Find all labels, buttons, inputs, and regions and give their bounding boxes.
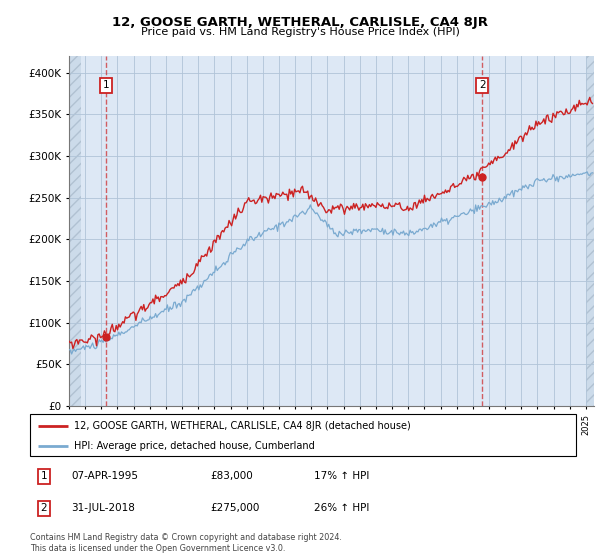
Text: 17% ↑ HPI: 17% ↑ HPI (314, 471, 369, 481)
Text: £275,000: £275,000 (210, 503, 260, 513)
Text: 2: 2 (40, 503, 47, 513)
Text: 31-JUL-2018: 31-JUL-2018 (71, 503, 135, 513)
Text: 07-APR-1995: 07-APR-1995 (71, 471, 138, 481)
Text: 1: 1 (103, 80, 109, 90)
Text: 12, GOOSE GARTH, WETHERAL, CARLISLE, CA4 8JR (detached house): 12, GOOSE GARTH, WETHERAL, CARLISLE, CA4… (74, 421, 410, 431)
Text: 1: 1 (40, 471, 47, 481)
Text: 12, GOOSE GARTH, WETHERAL, CARLISLE, CA4 8JR: 12, GOOSE GARTH, WETHERAL, CARLISLE, CA4… (112, 16, 488, 29)
FancyBboxPatch shape (30, 414, 576, 456)
Text: £83,000: £83,000 (210, 471, 253, 481)
Text: 2: 2 (479, 80, 485, 90)
Text: 26% ↑ HPI: 26% ↑ HPI (314, 503, 369, 513)
Text: HPI: Average price, detached house, Cumberland: HPI: Average price, detached house, Cumb… (74, 441, 314, 451)
Text: Price paid vs. HM Land Registry's House Price Index (HPI): Price paid vs. HM Land Registry's House … (140, 27, 460, 37)
Text: Contains HM Land Registry data © Crown copyright and database right 2024.
This d: Contains HM Land Registry data © Crown c… (30, 533, 342, 553)
